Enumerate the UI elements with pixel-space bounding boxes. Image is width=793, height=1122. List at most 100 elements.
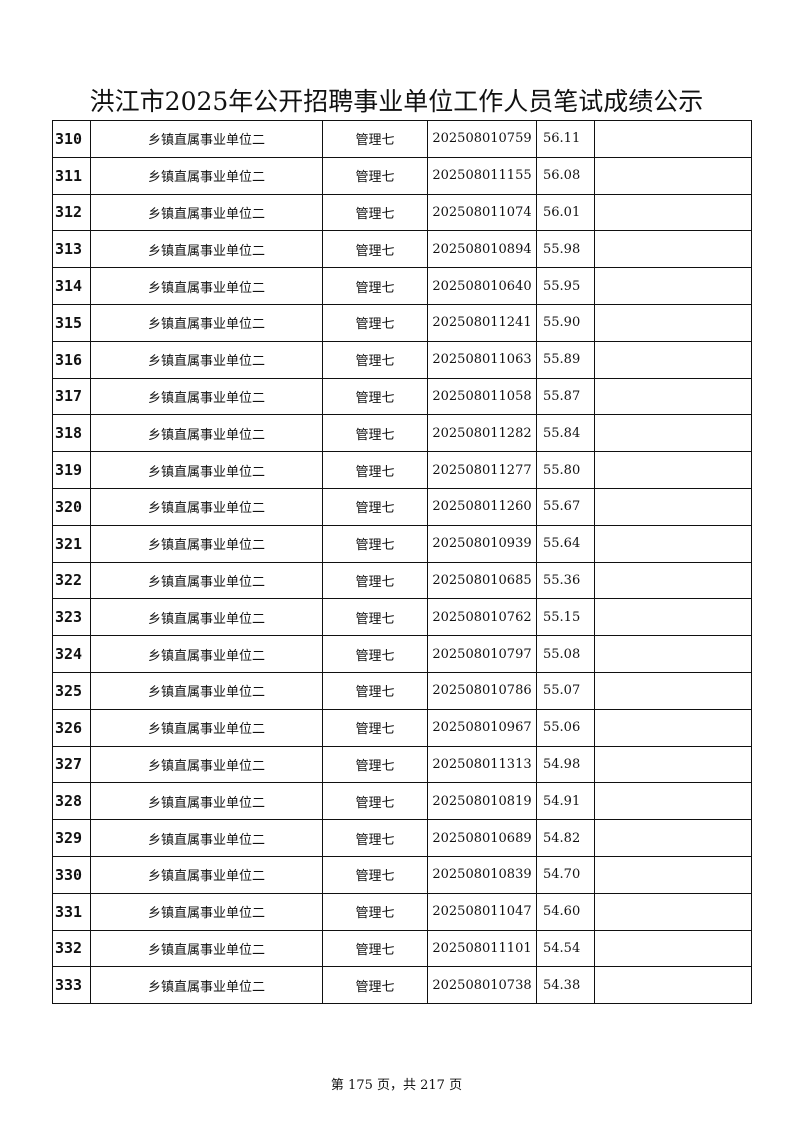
table-row: 324 乡镇直属事业单位二 管理七 202508010797 55.08 bbox=[52, 635, 752, 673]
cell-no: 331 bbox=[52, 892, 91, 931]
cell-post: 管理七 bbox=[322, 745, 428, 784]
cell-remark bbox=[594, 561, 752, 600]
table-row: 310 乡镇直属事业单位二 管理七 202508010759 56.11 bbox=[52, 120, 752, 158]
cell-score: 55.08 bbox=[536, 635, 595, 673]
cell-score: 55.90 bbox=[536, 303, 595, 342]
cell-unit: 乡镇直属事业单位二 bbox=[90, 635, 323, 673]
cell-no: 316 bbox=[52, 340, 91, 379]
page-title: 洪江市2025年公开招聘事业单位工作人员笔试成绩公示 bbox=[89, 87, 704, 116]
cell-unit: 乡镇直属事业单位二 bbox=[90, 120, 323, 158]
cell-no: 319 bbox=[52, 451, 91, 489]
cell-remark bbox=[594, 487, 752, 526]
cell-post: 管理七 bbox=[322, 598, 428, 637]
cell-ticket: 202508011155 bbox=[427, 156, 537, 195]
cell-score: 55.87 bbox=[536, 377, 595, 416]
score-table: 310 乡镇直属事业单位二 管理七 202508010759 56.11 311 乡镇直属事… bbox=[52, 120, 752, 1005]
cell-unit: 乡镇直属事业单位二 bbox=[90, 524, 323, 563]
cell-remark bbox=[594, 451, 752, 489]
cell-score: 55.80 bbox=[536, 451, 595, 489]
cell-post: 管理七 bbox=[322, 855, 428, 894]
cell-remark bbox=[594, 708, 752, 747]
cell-remark bbox=[594, 414, 752, 453]
table-row: 320 乡镇直属事业单位二 管理七 202508011260 55.67 bbox=[52, 487, 752, 526]
cell-remark bbox=[594, 892, 752, 931]
cell-remark bbox=[594, 635, 752, 673]
cell-no: 324 bbox=[52, 635, 91, 673]
cell-no: 312 bbox=[52, 193, 91, 232]
cell-post: 管理七 bbox=[322, 451, 428, 489]
cell-ticket: 202508011313 bbox=[427, 745, 537, 784]
cell-post: 管理七 bbox=[322, 340, 428, 379]
cell-remark bbox=[594, 598, 752, 637]
cell-unit: 乡镇直属事业单位二 bbox=[90, 929, 323, 968]
cell-ticket: 202508010738 bbox=[427, 966, 537, 1005]
cell-post: 管理七 bbox=[322, 635, 428, 673]
cell-remark bbox=[594, 929, 752, 968]
cell-score: 55.95 bbox=[536, 267, 595, 305]
cell-remark bbox=[594, 745, 752, 784]
cell-unit: 乡镇直属事业单位二 bbox=[90, 782, 323, 821]
cell-ticket: 202508010762 bbox=[427, 598, 537, 637]
cell-remark bbox=[594, 819, 752, 857]
cell-score: 54.82 bbox=[536, 819, 595, 857]
cell-unit: 乡镇直属事业单位二 bbox=[90, 966, 323, 1005]
cell-post: 管理七 bbox=[322, 230, 428, 269]
cell-remark bbox=[594, 782, 752, 821]
cell-score: 55.36 bbox=[536, 561, 595, 600]
cell-no: 332 bbox=[52, 929, 91, 968]
cell-no: 329 bbox=[52, 819, 91, 857]
cell-post: 管理七 bbox=[322, 708, 428, 747]
cell-ticket: 202508011241 bbox=[427, 303, 537, 342]
cell-ticket: 202508011047 bbox=[427, 892, 537, 931]
table-row: 321 乡镇直属事业单位二 管理七 202508010939 55.64 bbox=[52, 524, 752, 563]
cell-ticket: 202508010685 bbox=[427, 561, 537, 600]
cell-unit: 乡镇直属事业单位二 bbox=[90, 561, 323, 600]
cell-score: 54.70 bbox=[536, 855, 595, 894]
table-row: 328 乡镇直属事业单位二 管理七 202508010819 54.91 bbox=[52, 782, 752, 821]
table-row: 317 乡镇直属事业单位二 管理七 202508011058 55.87 bbox=[52, 377, 752, 416]
cell-no: 320 bbox=[52, 487, 91, 526]
cell-score: 55.89 bbox=[536, 340, 595, 379]
cell-remark bbox=[594, 671, 752, 710]
page-footer: 第 175 页，共 217 页 bbox=[330, 1078, 463, 1093]
cell-unit: 乡镇直属事业单位二 bbox=[90, 671, 323, 710]
table-row: 313 乡镇直属事业单位二 管理七 202508010894 55.98 bbox=[52, 230, 752, 269]
cell-ticket: 202508011101 bbox=[427, 929, 537, 968]
cell-remark bbox=[594, 855, 752, 894]
table-row: 326 乡镇直属事业单位二 管理七 202508010967 55.06 bbox=[52, 708, 752, 747]
cell-post: 管理七 bbox=[322, 892, 428, 931]
cell-no: 314 bbox=[52, 267, 91, 305]
table-row: 311 乡镇直属事业单位二 管理七 202508011155 56.08 bbox=[52, 156, 752, 195]
cell-post: 管理七 bbox=[322, 303, 428, 342]
cell-post: 管理七 bbox=[322, 524, 428, 563]
table-row: 325 乡镇直属事业单位二 管理七 202508010786 55.07 bbox=[52, 671, 752, 710]
cell-post: 管理七 bbox=[322, 377, 428, 416]
cell-ticket: 202508010967 bbox=[427, 708, 537, 747]
table-row: 316 乡镇直属事业单位二 管理七 202508011063 55.89 bbox=[52, 340, 752, 379]
cell-remark bbox=[594, 193, 752, 232]
cell-ticket: 202508011074 bbox=[427, 193, 537, 232]
table-row: 323 乡镇直属事业单位二 管理七 202508010762 55.15 bbox=[52, 598, 752, 637]
cell-ticket: 202508011282 bbox=[427, 414, 537, 453]
cell-ticket: 202508011058 bbox=[427, 377, 537, 416]
table-row: 315 乡镇直属事业单位二 管理七 202508011241 55.90 bbox=[52, 303, 752, 342]
cell-post: 管理七 bbox=[322, 671, 428, 710]
cell-no: 317 bbox=[52, 377, 91, 416]
cell-unit: 乡镇直属事业单位二 bbox=[90, 892, 323, 931]
cell-post: 管理七 bbox=[322, 487, 428, 526]
cell-unit: 乡镇直属事业单位二 bbox=[90, 303, 323, 342]
cell-ticket: 202508010640 bbox=[427, 267, 537, 305]
cell-ticket: 202508011260 bbox=[427, 487, 537, 526]
cell-post: 管理七 bbox=[322, 267, 428, 305]
cell-remark bbox=[594, 267, 752, 305]
cell-ticket: 202508010797 bbox=[427, 635, 537, 673]
cell-score: 54.60 bbox=[536, 892, 595, 931]
cell-score: 54.98 bbox=[536, 745, 595, 784]
cell-no: 325 bbox=[52, 671, 91, 710]
cell-unit: 乡镇直属事业单位二 bbox=[90, 487, 323, 526]
cell-ticket: 202508010894 bbox=[427, 230, 537, 269]
cell-ticket: 202508010786 bbox=[427, 671, 537, 710]
cell-no: 313 bbox=[52, 230, 91, 269]
table-row: 331 乡镇直属事业单位二 管理七 202508011047 54.60 bbox=[52, 892, 752, 931]
cell-remark bbox=[594, 303, 752, 342]
